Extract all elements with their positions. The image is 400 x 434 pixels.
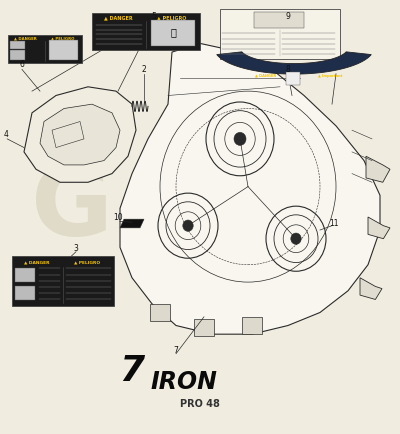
Text: 3: 3 <box>74 244 78 253</box>
FancyBboxPatch shape <box>10 41 25 49</box>
Polygon shape <box>24 87 136 182</box>
FancyBboxPatch shape <box>152 20 195 46</box>
Text: ▲ DANGER: ▲ DANGER <box>24 260 49 265</box>
Polygon shape <box>120 219 144 228</box>
FancyBboxPatch shape <box>286 72 300 85</box>
Text: 7: 7 <box>120 354 144 388</box>
FancyBboxPatch shape <box>92 13 200 50</box>
Polygon shape <box>360 278 382 299</box>
Text: 11: 11 <box>329 219 339 228</box>
Text: ▲ DANGER: ▲ DANGER <box>14 36 37 40</box>
FancyBboxPatch shape <box>49 40 78 60</box>
Text: E: E <box>294 160 362 257</box>
Text: ▲ PELIGRO: ▲ PELIGRO <box>51 36 74 40</box>
Text: 4: 4 <box>4 130 8 139</box>
Circle shape <box>234 132 246 145</box>
Polygon shape <box>194 319 214 336</box>
FancyBboxPatch shape <box>10 50 25 60</box>
Text: ▲ PELIGRO: ▲ PELIGRO <box>74 260 100 265</box>
FancyBboxPatch shape <box>15 286 35 300</box>
Text: ▲ Important: ▲ Important <box>318 74 342 78</box>
Text: CHANGE: CHANGE <box>129 194 271 223</box>
Text: 7: 7 <box>174 346 178 355</box>
Text: 8: 8 <box>286 65 290 74</box>
FancyBboxPatch shape <box>15 268 35 282</box>
Text: IRON: IRON <box>150 370 218 394</box>
Text: ▲ DANGER: ▲ DANGER <box>104 15 132 20</box>
FancyBboxPatch shape <box>254 12 304 28</box>
FancyBboxPatch shape <box>8 35 82 63</box>
Polygon shape <box>150 304 170 321</box>
Polygon shape <box>217 52 371 74</box>
Text: 2: 2 <box>142 65 146 74</box>
FancyBboxPatch shape <box>220 9 340 59</box>
Polygon shape <box>120 43 380 334</box>
FancyBboxPatch shape <box>12 256 114 306</box>
Text: G: G <box>31 160 113 257</box>
Polygon shape <box>40 104 120 165</box>
Polygon shape <box>366 156 390 182</box>
Text: ▲ DANGER: ▲ DANGER <box>256 74 276 78</box>
Circle shape <box>183 220 193 231</box>
Polygon shape <box>368 217 390 239</box>
Text: 5: 5 <box>152 12 156 21</box>
Text: 9: 9 <box>286 12 290 21</box>
Circle shape <box>291 233 301 244</box>
Text: PRO 48: PRO 48 <box>180 398 220 409</box>
Text: 🏂: 🏂 <box>170 27 176 37</box>
Text: 6: 6 <box>20 60 24 69</box>
Polygon shape <box>242 317 262 334</box>
Text: ▲ PELIGRO: ▲ PELIGRO <box>157 15 187 20</box>
Text: 10: 10 <box>113 214 123 222</box>
